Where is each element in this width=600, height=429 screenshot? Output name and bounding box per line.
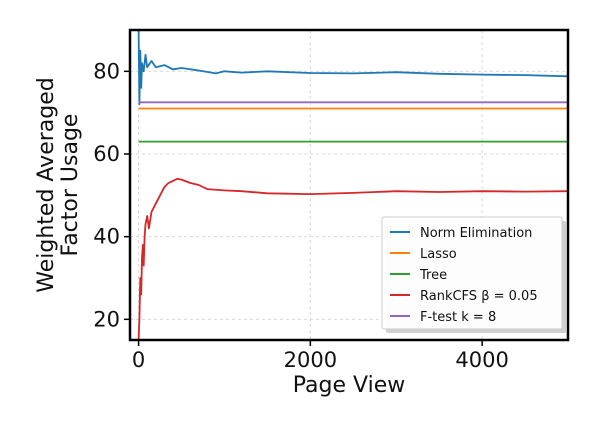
legend-box — [381, 216, 563, 330]
x-axis: 0 2000 4000 — [132, 340, 509, 372]
y-axis-label: Weighted Averaged Factor Usage — [34, 77, 83, 292]
plot-frame — [128, 28, 570, 342]
x-tick-label: 2000 — [284, 348, 337, 372]
y-tick-label: 20 — [93, 307, 120, 331]
x-axis-label: Page View — [293, 373, 405, 398]
legend: Norm Elimination Lasso Tree RankCFS β = 0.0… — [381, 216, 566, 333]
legend-label-3: Tree — [419, 268, 447, 283]
y-tick-label: 80 — [93, 59, 120, 83]
x-tick-label: 0 — [132, 348, 145, 372]
y-axis-label-line-2: Factor Usage — [58, 114, 83, 257]
x-tick-label: 4000 — [455, 348, 508, 372]
y-axis: 20 40 60 80 — [93, 59, 130, 331]
legend-label-2: Lasso — [420, 247, 457, 262]
legend-label-5: F-test k = 8 — [420, 310, 496, 325]
y-axis-label-line-1: Weighted Averaged — [34, 77, 59, 292]
legend-label-1: Norm Elimination — [420, 226, 532, 241]
plot-series — [137, 29, 569, 341]
y-tick-label: 60 — [93, 142, 120, 166]
y-tick-label: 40 — [93, 225, 120, 249]
series-line-4 — [137, 177, 569, 341]
series-line-1 — [137, 29, 569, 106]
legend-label-4: RankCFS β = 0.05 — [420, 289, 538, 304]
